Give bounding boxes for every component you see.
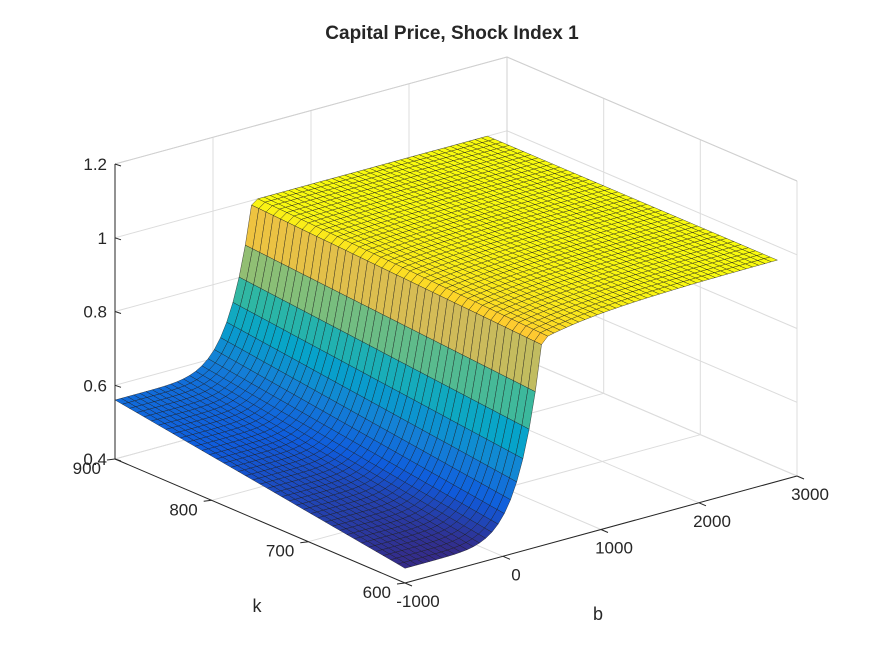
z-tick-mark-2 [114,311,122,314]
z-tick-mark-4 [114,163,122,167]
z-tick-mark-1 [114,384,122,388]
z-tick-mark-3 [114,237,122,241]
box-edge-top-right [506,56,798,182]
x-tick-mark-4 [796,475,805,480]
x-tick-mark-2 [600,529,609,533]
z-tick-mark-0 [114,458,122,462]
y-tick-label-1: 700 [266,542,294,561]
x-tick-label-0: -1000 [396,592,439,611]
axes-lines [106,163,805,587]
x-tick-mark-3 [698,502,707,507]
y-tick-label-2: 800 [169,500,197,519]
x-tick-label-2: 1000 [595,539,633,558]
x-tick-label-3: 2000 [693,512,731,531]
y-tick-mark-0 [396,582,406,585]
x-tick-label-1: 0 [511,565,520,584]
y-tick-mark-2 [203,499,212,502]
grid-line-x-floor-4 [506,351,798,477]
box-edge-top-back [114,56,508,165]
y-axis-line [114,458,406,584]
z-tick-label-2: 0.8 [83,303,107,322]
z-tick-label-3: 1 [98,229,107,248]
y-tick-label-3: 900 [73,459,101,478]
y-tick-mark-3 [106,458,116,461]
x-tick-label-4: 3000 [791,485,829,504]
y-axis-label: k [253,596,263,616]
z-tick-label-4: 1.2 [83,155,107,174]
z-tick-label-1: 0.6 [83,376,107,395]
y-tick-mark-1 [300,541,309,544]
grid-line-z-right-3 [506,130,798,256]
y-tick-label-0: 600 [363,583,391,602]
x-tick-mark-0 [404,582,413,587]
x-axis-label: b [593,604,603,624]
surface-plot [114,135,779,569]
z-tick-label-0: 0.4 [83,450,107,469]
x-tick-mark-1 [502,555,511,560]
chart-title: Capital Price, Shock Index 1 [325,23,579,44]
surface-facet-0-0 [397,562,412,569]
axes-labels: Capital Price, Shock Index 1 b k -1000 0 1… [73,23,829,624]
